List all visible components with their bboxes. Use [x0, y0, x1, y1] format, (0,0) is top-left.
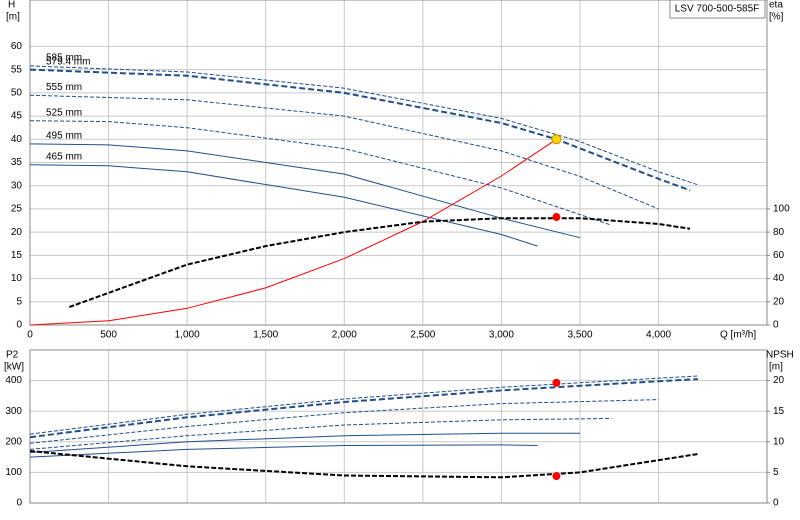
x-axis-label: Q [m³/h] — [720, 330, 756, 341]
y-tick-label: 0 — [16, 498, 22, 509]
y2-tick-label: 0 — [773, 498, 779, 509]
y-tick-label: 100 — [5, 467, 22, 478]
y-tick-label: 400 — [5, 375, 22, 386]
duty-point — [552, 472, 561, 481]
y-axis-unit: [kW] — [4, 362, 24, 373]
y-axis-unit: [m] — [6, 12, 20, 23]
y-tick-label: 25 — [11, 204, 23, 215]
y2-tick-label: 20 — [773, 296, 785, 307]
y-axis-label: H — [8, 0, 15, 11]
y-tick-label: 15 — [11, 250, 23, 261]
y-tick-label: 200 — [5, 436, 22, 447]
y2-axis-unit: [m] — [769, 362, 783, 373]
y-tick-label: 300 — [5, 406, 22, 417]
curve — [29, 143, 581, 239]
y-tick-label: 10 — [11, 273, 23, 284]
x-tick-label: 0 — [27, 330, 33, 341]
curve — [29, 164, 538, 247]
x-tick-label: 1,000 — [175, 330, 200, 341]
x-tick-label: 3,500 — [567, 330, 592, 341]
y2-tick-label: 0 — [773, 320, 779, 331]
title-box — [669, 0, 766, 19]
y2-tick-label: 10 — [773, 436, 785, 447]
curve — [29, 444, 538, 458]
duty-point — [552, 378, 561, 387]
y-tick-label: 30 — [11, 180, 23, 191]
y-tick-label: 5 — [16, 296, 22, 307]
curve-label: 579.4 mm — [46, 56, 90, 67]
x-tick-label: 2,500 — [410, 330, 435, 341]
y-tick-label: 20 — [11, 227, 23, 238]
curve — [68, 217, 691, 308]
y2-tick-label: 80 — [773, 227, 785, 238]
y-tick-label: 60 — [11, 41, 23, 52]
y-axis-label: P2 — [6, 350, 19, 361]
y2-tick-label: 20 — [773, 375, 785, 386]
y-tick-label: 45 — [11, 111, 23, 122]
y2-tick-label: 100 — [773, 204, 790, 215]
curve — [29, 68, 691, 192]
curve-label: 465 mm — [46, 151, 82, 162]
curve-label: 585 mm — [46, 53, 82, 64]
plot-frame — [29, 0, 768, 326]
y2-tick-label: 40 — [773, 273, 785, 284]
x-tick-label: 1,500 — [253, 330, 278, 341]
curve-label: 555 mm — [46, 82, 82, 93]
curve — [29, 432, 580, 453]
curve — [29, 138, 557, 326]
y2-tick-label: 5 — [773, 467, 779, 478]
y2-tick-label: 15 — [773, 406, 785, 417]
x-tick-label: 3,000 — [489, 330, 514, 341]
y2-axis-label: NPSH — [766, 350, 794, 361]
curve — [29, 120, 612, 226]
curve — [29, 450, 699, 479]
y-tick-label: 35 — [11, 157, 23, 168]
chart-title: LSV 700-500-585F — [675, 4, 760, 15]
curve — [29, 65, 699, 186]
y-tick-label: 50 — [11, 87, 23, 98]
y-tick-label: 55 — [11, 64, 23, 75]
curve — [29, 375, 698, 435]
y2-tick-label: 60 — [773, 250, 785, 261]
y-tick-label: 40 — [11, 134, 23, 145]
y-tick-label: 0 — [16, 320, 22, 331]
curve — [29, 418, 612, 450]
y2-axis-unit: [%] — [769, 12, 784, 23]
duty-point — [552, 213, 561, 222]
curve — [29, 378, 698, 439]
curve — [29, 399, 659, 444]
plot-frame — [29, 349, 768, 504]
curve-label: 525 mm — [46, 107, 82, 118]
curve-label: 495 mm — [46, 131, 82, 142]
curve — [29, 94, 659, 210]
x-tick-label: 4,000 — [646, 330, 671, 341]
y2-axis-label: eta — [769, 0, 783, 11]
x-tick-label: 500 — [100, 330, 117, 341]
duty-point — [551, 134, 562, 145]
x-tick-label: 2,000 — [332, 330, 357, 341]
